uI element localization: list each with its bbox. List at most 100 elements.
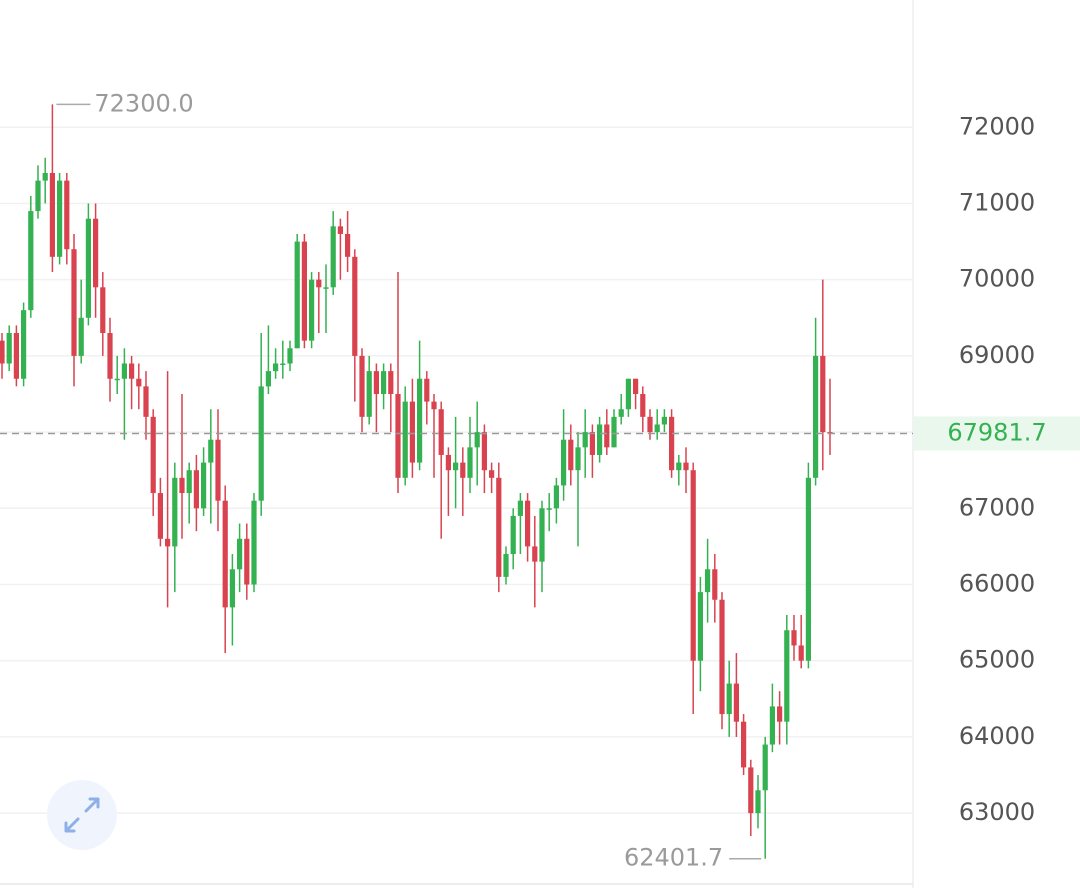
candle-body	[179, 477, 185, 494]
y-tick-label: 72000	[959, 112, 1035, 140]
candle-body	[280, 363, 286, 366]
candle-body	[517, 500, 523, 516]
candle-body	[553, 485, 559, 509]
candle-body	[777, 706, 783, 722]
candle-body	[251, 500, 257, 585]
expand-button[interactable]	[47, 780, 117, 850]
candle-body	[532, 546, 538, 562]
candle-body	[85, 218, 91, 318]
candle-body	[611, 416, 617, 448]
candle-body	[201, 462, 207, 509]
candle-body	[114, 378, 120, 381]
candle-body	[13, 333, 19, 379]
candle-body	[359, 355, 365, 417]
candle-body	[49, 172, 55, 257]
candle-body	[129, 363, 135, 379]
candle-body	[215, 439, 221, 501]
candle-body	[208, 439, 214, 463]
candle-body	[690, 470, 696, 661]
candle-body	[820, 355, 826, 433]
candle-body	[546, 508, 552, 510]
candle-body	[186, 470, 192, 494]
candle-body	[409, 401, 415, 463]
candle-body	[467, 447, 473, 478]
candle-body	[402, 401, 408, 478]
annotation-label: 62401.7	[624, 844, 723, 872]
candle-body	[633, 378, 639, 394]
candle-body	[78, 317, 84, 356]
candle-body	[35, 180, 41, 212]
candle-body	[733, 683, 739, 722]
candle-body	[762, 744, 768, 791]
candle-body	[755, 790, 761, 814]
last-price-box	[914, 416, 1080, 451]
candle-body	[424, 378, 430, 402]
candle-body	[669, 416, 675, 471]
candle-body	[373, 371, 379, 394]
candle-body	[539, 508, 545, 562]
candle-body	[6, 333, 12, 364]
candle-body	[683, 462, 689, 471]
candle-body	[719, 599, 725, 715]
candle-body	[460, 462, 466, 478]
candle-body	[294, 241, 300, 349]
candle-body	[568, 439, 574, 471]
candle-body	[71, 249, 77, 356]
candle-body	[676, 462, 682, 471]
candle-body	[222, 500, 228, 608]
candle-body	[474, 432, 480, 448]
candle-body	[741, 721, 747, 768]
y-tick-label: 63000	[959, 798, 1035, 826]
grid: 6300064000650006600067000680006900070000…	[0, 112, 1035, 826]
candle-body	[417, 378, 423, 463]
y-tick-label: 69000	[959, 341, 1035, 369]
candle-body	[445, 454, 451, 471]
candle-body	[489, 470, 495, 478]
candle-body	[604, 424, 610, 448]
candle-body	[438, 409, 444, 455]
candle-body	[28, 211, 34, 311]
candle-body	[366, 371, 372, 417]
candle-body	[481, 432, 487, 471]
expand-icon	[64, 797, 100, 833]
candle-body	[618, 409, 624, 417]
candle-body	[136, 378, 142, 387]
candles	[0, 104, 833, 859]
annotation-label: 72300.0	[94, 89, 193, 117]
candle-body	[21, 310, 27, 379]
candle-body	[784, 630, 790, 722]
candle-body	[301, 241, 307, 341]
candle-body	[712, 569, 718, 600]
candle-body	[337, 226, 343, 234]
overlay: 67981.7 72300.0 62401.7	[0, 89, 1080, 872]
candle-body	[258, 386, 264, 501]
candle-body	[661, 416, 667, 425]
candle-body	[193, 470, 199, 509]
candle-body	[150, 416, 156, 494]
candle-body	[57, 180, 63, 257]
candle-body	[625, 378, 631, 410]
candle-body	[561, 439, 567, 486]
candle-body	[107, 333, 113, 379]
candle-body	[244, 538, 250, 585]
candle-body	[388, 371, 394, 394]
candle-body	[143, 386, 149, 417]
candle-body	[525, 500, 531, 547]
candle-body	[165, 538, 171, 547]
candle-body	[798, 645, 804, 661]
candle-body	[769, 706, 775, 745]
candle-body	[697, 592, 703, 661]
candle-body	[273, 363, 279, 372]
candle-body	[805, 477, 811, 661]
candle-body	[582, 432, 588, 448]
y-tick-label: 67000	[959, 493, 1035, 521]
candle-body	[503, 554, 509, 577]
candle-body	[330, 226, 336, 288]
y-tick-label: 70000	[959, 265, 1035, 293]
y-tick-label: 66000	[959, 570, 1035, 598]
candle-body	[640, 393, 646, 417]
candle-body	[265, 371, 271, 387]
candle-body	[172, 477, 178, 547]
